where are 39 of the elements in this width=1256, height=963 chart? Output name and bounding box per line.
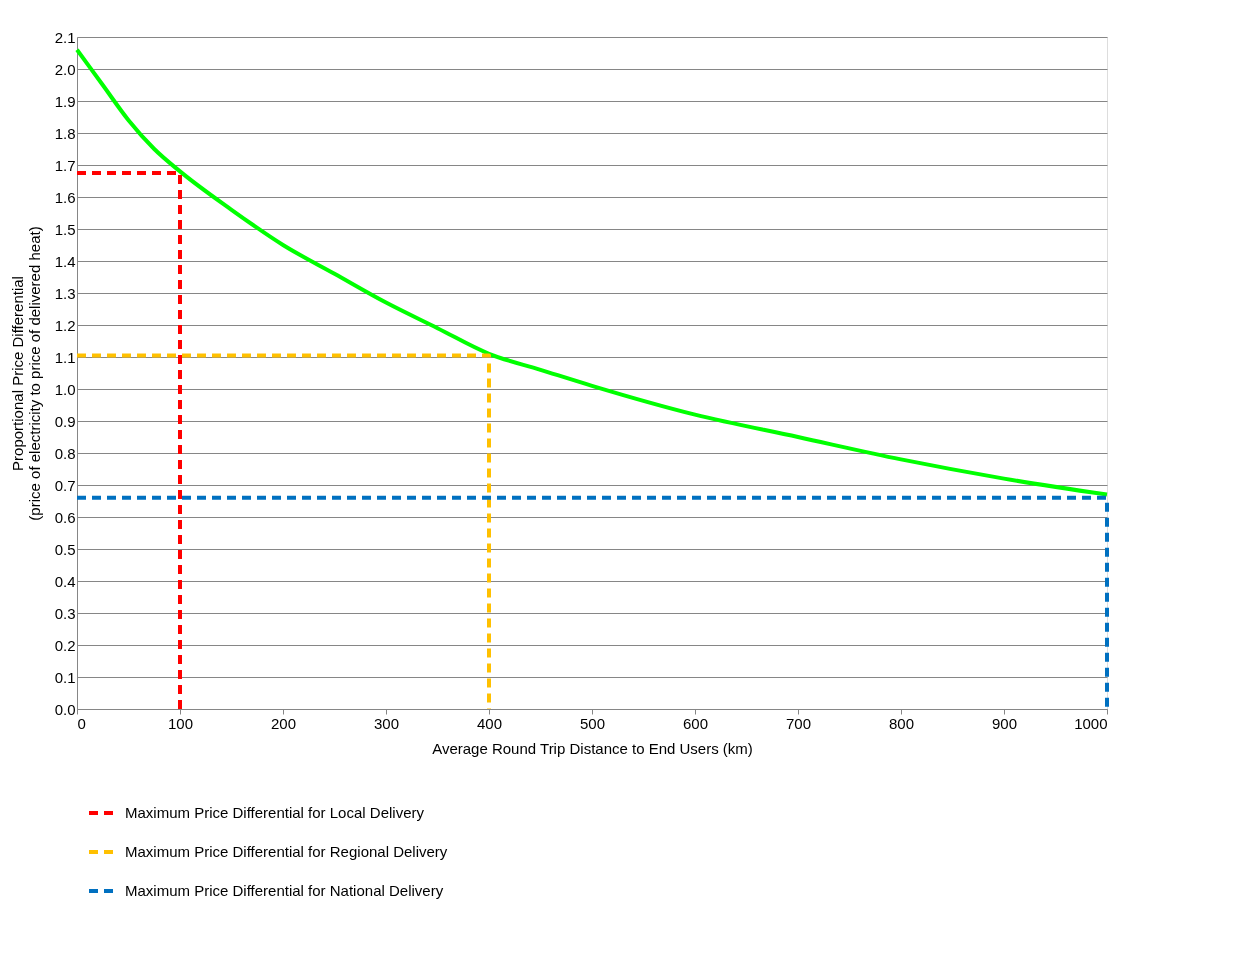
y-tick-label: 0.0 [54,700,76,718]
x-tick-label: 0 [77,714,86,732]
x-axis-title: Average Round Trip Distance to End Users (km) [432,739,753,757]
x-tick-label: 800 [888,714,915,732]
y-tick-label: 1.8 [54,124,76,142]
y-tick-label: 1.4 [54,252,76,270]
y-tick-label: 0.3 [54,604,76,622]
y-tick-label: 1.0 [54,380,76,398]
y-tick-label: 1.9 [54,92,76,110]
y-tick-label: 0.7 [54,476,76,494]
x-tick-label: 700 [785,714,812,732]
y-tick-label: 1.6 [54,188,76,206]
y-tick-label: 0.4 [54,572,76,590]
legend-label: Maximum Price Differential for National Delivery [125,882,444,899]
y-tick-label: 0.2 [54,636,76,654]
y-tick-label: 1.3 [54,284,76,302]
x-tick-label: 500 [579,714,606,732]
x-tick-label: 900 [991,714,1018,732]
x-tick-label: 600 [682,714,709,732]
y-tick-label: 1.2 [54,316,76,334]
x-tick-label: 100 [167,714,194,732]
y-tick-label: 1.5 [54,220,76,238]
y-tick-label: 2.1 [54,28,76,46]
legend-label: Maximum Price Differential for Regional Delivery [125,843,448,860]
y-tick-label: 0.9 [54,412,76,430]
y-tick-label: 0.1 [54,668,76,686]
legend-label: Maximum Price Differential for Local Delivery [125,804,425,821]
x-tick-label: 300 [373,714,400,732]
y-axis-title: Proportional Price Differential (price of electricity to price of delivered heat) [8,226,43,521]
y-tick-label: 1.7 [54,156,76,174]
y-tick-label: 0.6 [54,508,76,526]
y-tick-label: 0.5 [54,540,76,558]
line-series [75,47,1109,497]
x-tick-label: 400 [476,714,503,732]
y-tick-label: 0.8 [54,444,76,462]
x-tick-label: 1000 [1074,714,1108,732]
x-tick-label: 200 [270,714,297,732]
y-tick-label: 1.1 [54,348,76,366]
y-tick-label: 2.0 [54,60,76,78]
